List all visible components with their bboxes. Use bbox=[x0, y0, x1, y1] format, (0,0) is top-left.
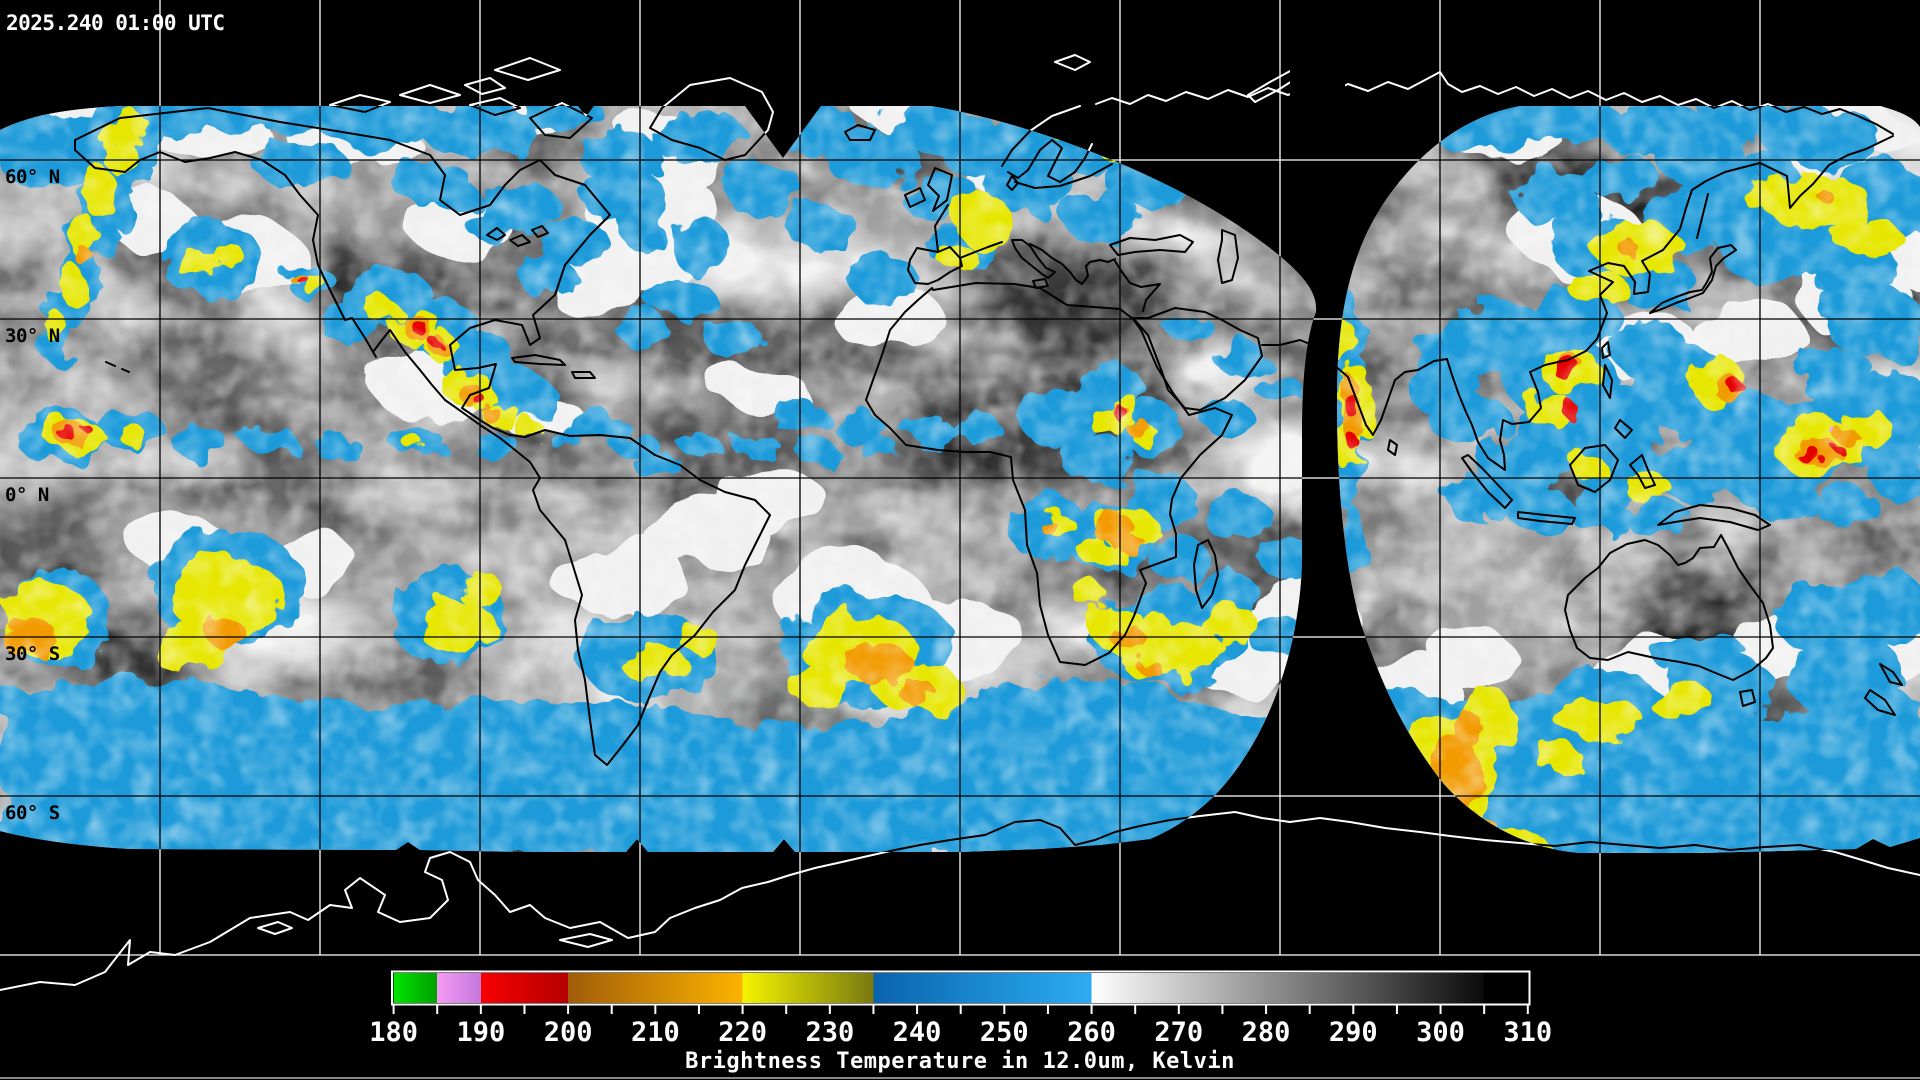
colorbar-tick-label: 200 bbox=[544, 1017, 593, 1048]
latitude-label: 0° N bbox=[5, 484, 49, 506]
timestamp-label: 2025.240 01:00 UTC bbox=[6, 11, 225, 35]
latitude-label: 60° N bbox=[5, 166, 60, 188]
bottom-edge-line bbox=[0, 1077, 1920, 1079]
satellite-imagery: 60° N 30° N 0° N 30° S 60° S bbox=[0, 106, 1920, 853]
colorbar-tick-label: 180 bbox=[369, 1017, 418, 1048]
colorbar-tick-label: 310 bbox=[1503, 1017, 1552, 1048]
latitude-label: 60° S bbox=[5, 802, 60, 824]
colorbar-tick-label: 250 bbox=[980, 1017, 1029, 1048]
colorbar-tick-label: 220 bbox=[718, 1017, 767, 1048]
colorbar-tick-labels: 180 190 200 210 220 230 240 250 260 270 280 290 300 3… bbox=[369, 1017, 1552, 1048]
colorbar-tick-label: 300 bbox=[1416, 1017, 1465, 1048]
latitude-label: 30° S bbox=[5, 643, 60, 665]
colorbar-tick-label: 190 bbox=[456, 1017, 505, 1048]
colorbar-gradient bbox=[393, 973, 1528, 1003]
colorbar-tick-label: 260 bbox=[1067, 1017, 1116, 1048]
colorbar-tick-label: 240 bbox=[893, 1017, 942, 1048]
latitude-labels: 60° N 30° N 0° N 30° S 60° S bbox=[5, 166, 60, 824]
graticule-over-imagery bbox=[0, 106, 1920, 853]
colorbar-tick-label: 270 bbox=[1154, 1017, 1203, 1048]
colorbar-ticks bbox=[392, 1005, 1529, 1014]
colorbar-tick-label: 210 bbox=[631, 1017, 680, 1048]
colorbar-tick-label: 290 bbox=[1329, 1017, 1378, 1048]
colorbar-tick-label: 230 bbox=[805, 1017, 854, 1048]
colorbar-tick-label: 280 bbox=[1242, 1017, 1291, 1048]
colorbar: 180 190 200 210 220 230 240 250 260 270 280 290 300 3… bbox=[369, 970, 1552, 1074]
latitude-label: 30° N bbox=[5, 325, 60, 347]
colorbar-border bbox=[391, 970, 1531, 1006]
colorbar-caption: Brightness Temperature in 12.0um, Kelvin bbox=[685, 1049, 1235, 1074]
